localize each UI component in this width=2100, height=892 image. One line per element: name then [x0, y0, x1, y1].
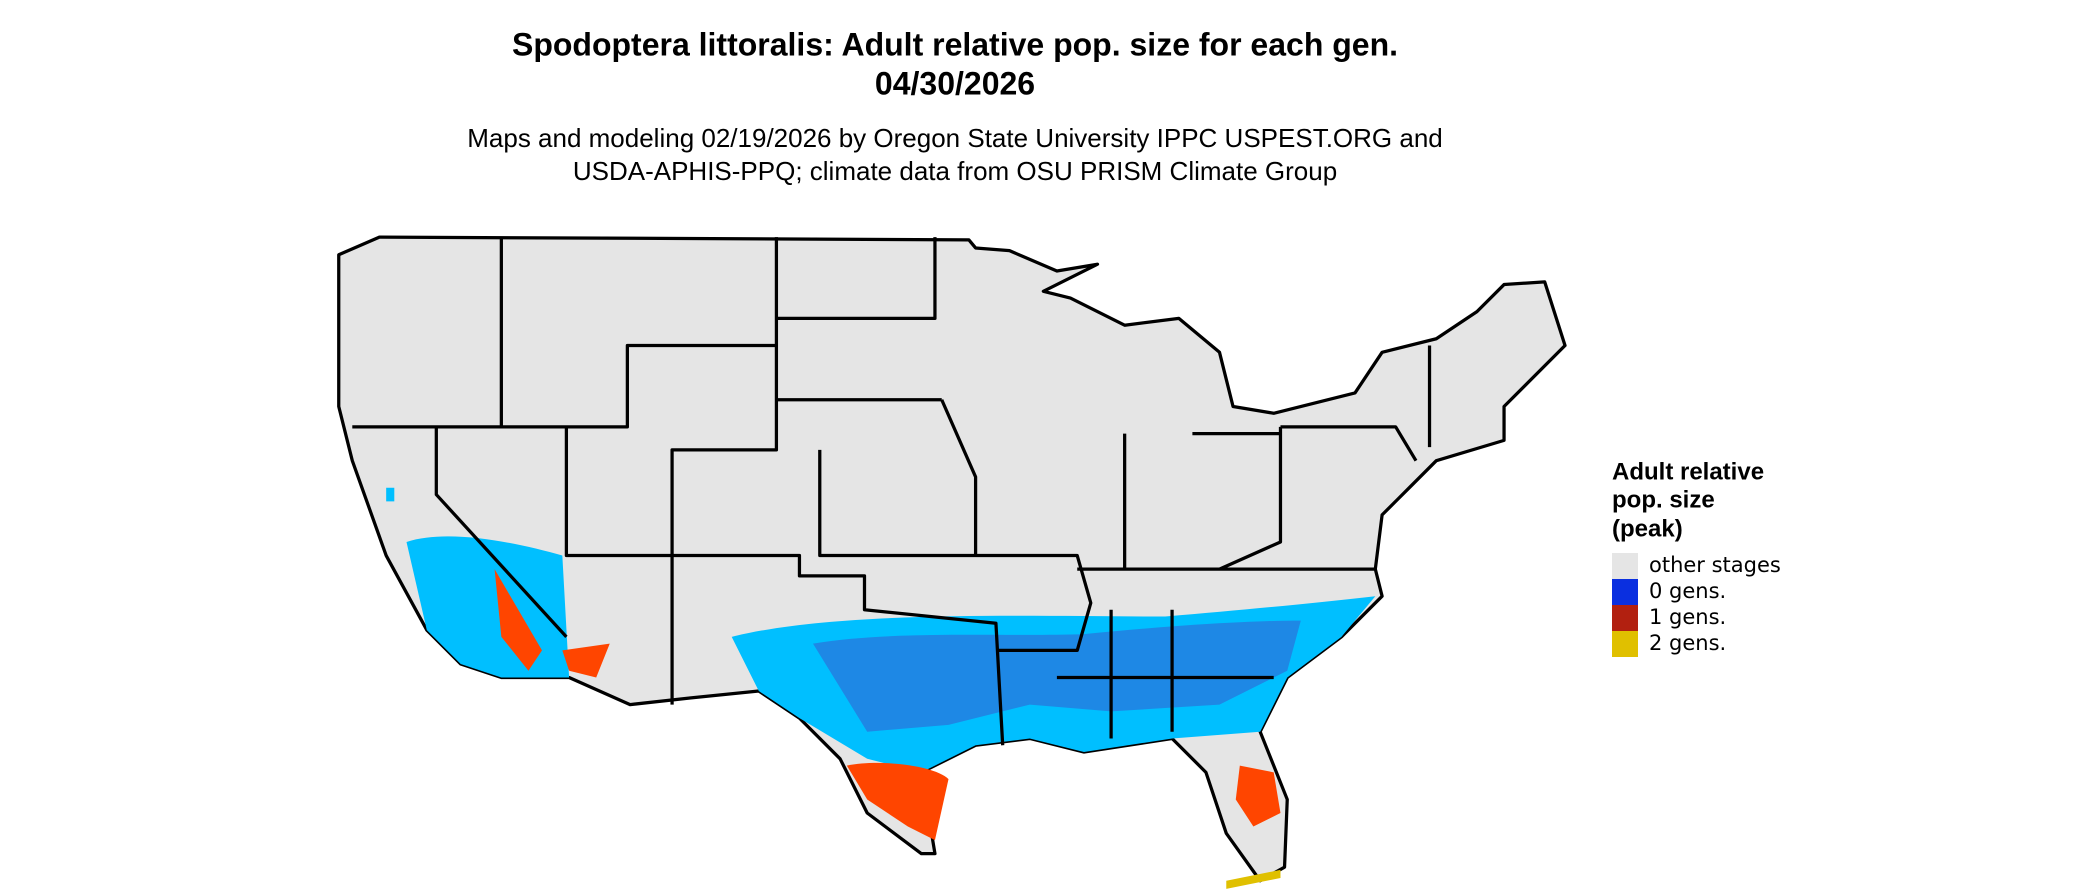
legend-title: pop. size	[1612, 486, 1715, 513]
legend-label: 2 gens.	[1649, 631, 1726, 655]
legend-title: (peak)	[1612, 515, 1683, 542]
subtitle: USDA-APHIS-PPQ; climate data from OSU PR…	[573, 156, 1337, 186]
title-date: 04/30/2026	[875, 65, 1035, 101]
legend-label: 1 gens.	[1649, 605, 1726, 629]
legend-title: Adult relative	[1612, 458, 1764, 485]
legend: Adult relative pop. size (peak) other st…	[1612, 458, 1781, 657]
subtitle: Maps and modeling 02/19/2026 by Oregon S…	[467, 123, 1443, 153]
legend-swatch	[1612, 605, 1638, 631]
legend-swatch	[1612, 553, 1638, 579]
activity-patches	[386, 487, 1376, 889]
legend-label: other stages	[1649, 553, 1781, 577]
title: Spodoptera littoralis: Adult relative po…	[512, 26, 1398, 62]
legend-swatch	[1612, 579, 1638, 605]
legend-swatch	[1612, 631, 1638, 657]
state-borders	[352, 237, 1432, 746]
legend-label: 0 gens.	[1649, 579, 1726, 603]
us-map	[337, 235, 1567, 889]
